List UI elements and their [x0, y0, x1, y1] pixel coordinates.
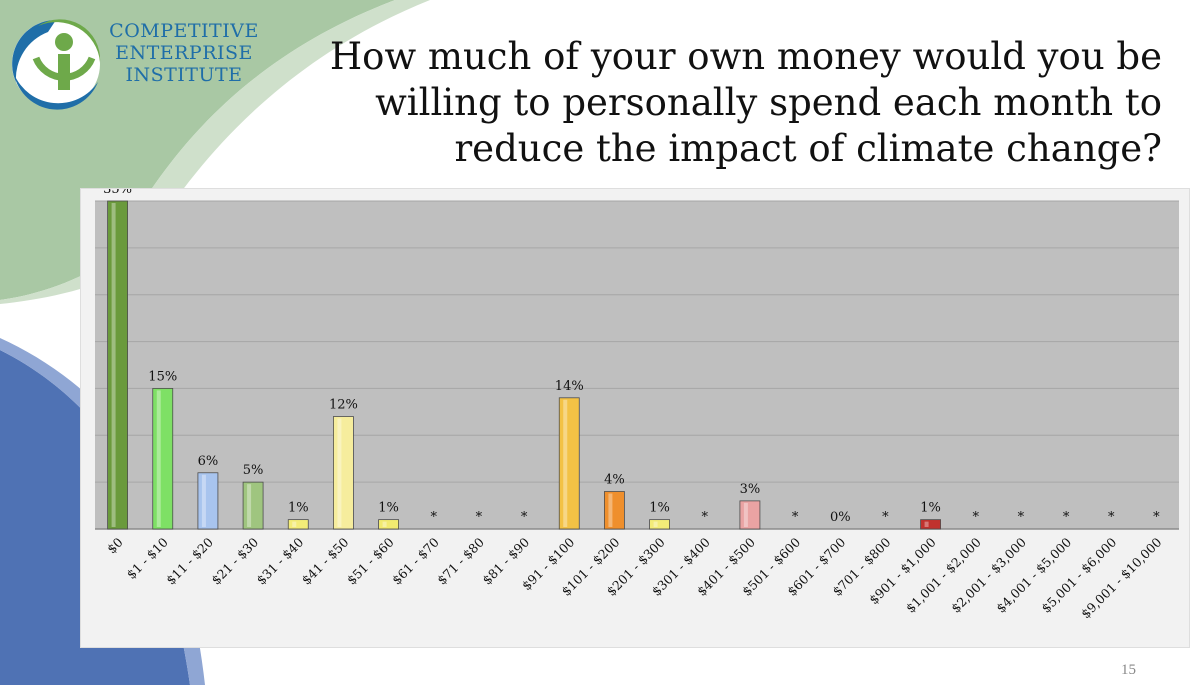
- x-tick-label: $51 - $60: [344, 534, 397, 587]
- data-label: *: [1018, 510, 1025, 525]
- bar: [920, 519, 941, 530]
- data-label: 3%: [740, 482, 761, 497]
- data-label: *: [1153, 510, 1160, 525]
- cei-logo: COMPETITIVE ENTERPRISE INSTITUTE: [8, 12, 258, 112]
- data-label: 0%: [830, 510, 851, 525]
- page-number: 15: [1121, 662, 1136, 678]
- bar-highlight: [292, 521, 297, 527]
- data-label: *: [431, 510, 438, 525]
- bar: [604, 491, 625, 530]
- x-tick-label: $9,001 - $10,000: [1078, 534, 1165, 621]
- x-tick-label: $41 - $50: [299, 534, 352, 587]
- data-label: 14%: [555, 379, 584, 394]
- bar-highlight: [337, 418, 342, 527]
- bar-highlight: [743, 502, 748, 527]
- x-tick-label: $71 - $80: [434, 534, 487, 587]
- data-label: *: [882, 510, 889, 525]
- bar-highlight: [201, 474, 206, 527]
- data-label: 15%: [148, 369, 177, 384]
- slide-title: How much of your own money would you be …: [329, 35, 1162, 170]
- data-label: *: [521, 510, 528, 525]
- bar: [558, 397, 580, 530]
- data-label: 35%: [103, 189, 132, 197]
- bar-highlight: [382, 521, 387, 527]
- bar-highlight: [111, 203, 116, 527]
- x-tick-label: $0: [104, 534, 126, 556]
- bar: [287, 519, 309, 530]
- bar-highlight: [924, 521, 929, 527]
- bar: [107, 200, 128, 530]
- bar-highlight: [653, 521, 658, 527]
- data-label: 1%: [378, 501, 399, 516]
- chart-frame: 35% $0 15% $1 - $10 6% $11 - $20 5% $21 - $30 1%…: [80, 188, 1190, 648]
- logo-line: INSTITUTE: [125, 64, 243, 86]
- data-label: 12%: [329, 398, 358, 413]
- data-label: *: [476, 510, 483, 525]
- logo-line: COMPETITIVE: [109, 20, 259, 42]
- logo-line: ENTERPRISE: [115, 42, 253, 64]
- data-label: 5%: [243, 463, 264, 478]
- bar-highlight: [247, 484, 252, 527]
- bar: [197, 472, 219, 530]
- x-tick-label: $61 - $70: [389, 534, 442, 587]
- data-label: *: [973, 510, 980, 525]
- data-label: *: [702, 510, 709, 525]
- data-label: 1%: [920, 501, 941, 516]
- data-label: 4%: [604, 473, 625, 488]
- bar: [649, 519, 670, 530]
- data-label: *: [1108, 510, 1115, 525]
- plot-area: [95, 201, 1179, 529]
- bar: [378, 519, 399, 530]
- data-label: *: [1063, 510, 1070, 525]
- bar-highlight: [156, 390, 161, 527]
- bar: [152, 388, 174, 530]
- cei-logo-text: COMPETITIVE ENTERPRISE INSTITUTE: [104, 20, 264, 86]
- bar-chart: 35% $0 15% $1 - $10 6% $11 - $20 5% $21 - $30 1%…: [95, 189, 1179, 621]
- x-tick-label: $1 - $10: [124, 534, 171, 581]
- bar: [242, 481, 264, 530]
- bar: [333, 416, 354, 530]
- bar-highlight: [563, 399, 568, 527]
- data-label: *: [792, 510, 799, 525]
- bar: [739, 500, 761, 530]
- x-tick-label: $31 - $40: [253, 534, 306, 587]
- data-label: 1%: [288, 501, 309, 516]
- data-label: 6%: [198, 454, 219, 469]
- bar-highlight: [608, 493, 613, 527]
- cei-logo-mark-icon: [12, 19, 101, 110]
- x-tick-label: $11 - $20: [163, 534, 216, 587]
- x-tick-label: $21 - $30: [208, 534, 261, 587]
- data-label: 1%: [649, 501, 670, 516]
